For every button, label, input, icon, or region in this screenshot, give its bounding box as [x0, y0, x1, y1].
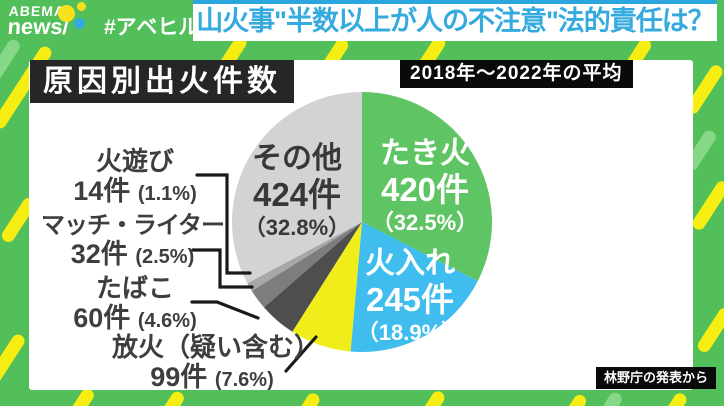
logo-dot-yellow-small-icon [77, 2, 86, 11]
pie-label-tabako: たばこ 60件 (4.6%) [55, 274, 215, 333]
logo-dot-yellow-large-icon [58, 5, 75, 22]
pie-slice-火入れ [350, 222, 478, 353]
pie-slice-火遊び [247, 222, 362, 291]
logo-dot-blue-icon [74, 18, 85, 29]
segment-name: たき火 [380, 137, 470, 170]
segment-percent: （32.5%） [371, 210, 479, 236]
leader-line-match-lighter [191, 248, 254, 289]
pie-slice-マッチ・ライター [251, 222, 362, 308]
pie-label-hiire: 火入れ 245件 （18.9%） [346, 248, 474, 344]
chart-source-badge: 林野庁の発表から [596, 367, 717, 389]
pie-slice-たばこ [263, 222, 362, 332]
segment-name: 火遊び [95, 146, 174, 176]
segment-percent: （18.9%） [356, 320, 464, 346]
pie-slice-たき火 [362, 92, 492, 282]
pie-slices [231, 92, 492, 353]
segment-count-percent: 14件 (1.1%) [73, 175, 197, 206]
segment-name: マッチ・ライター [40, 212, 225, 239]
segment-count-percent: 99件 (7.6%) [150, 361, 274, 392]
segment-percent: （32.8%） [243, 215, 351, 241]
segment-name: たばこ [95, 273, 174, 303]
pie-slice-放火（疑い含む） [292, 222, 362, 352]
chart-title-badge: 原因別出火件数 [30, 60, 294, 103]
segment-name: 火入れ [365, 247, 455, 280]
segment-count: 420件 [380, 170, 470, 208]
leader-line-hiasobi [195, 173, 252, 275]
leader-line-houka [284, 335, 318, 373]
pie-label-sonota: その他 424件 （32.8%） [237, 143, 357, 239]
pie-label-hiasobi: 火遊び 14件 (1.1%) [55, 147, 215, 206]
segment-name: 放火（疑い含む） [112, 332, 321, 362]
segment-count: 245件 [365, 280, 455, 318]
hashtag-abehiru: #アベヒル [104, 16, 200, 39]
segment-name: その他 [252, 142, 342, 175]
leader-line-tabako [190, 300, 260, 320]
segment-count-percent: 32件 (2.5%) [70, 239, 195, 270]
pie-label-match-lighter: マッチ・ライター 32件 (2.5%) [40, 212, 225, 270]
segment-count-percent: 60件 (4.6%) [73, 302, 197, 333]
chart-period-badge: 2018年〜2022年の平均 [400, 60, 633, 88]
pie-slice-その他 [231, 92, 362, 284]
segment-count: 424件 [252, 175, 342, 213]
headline-banner: 山火事"半数以上が人の不注意"法的責任は？ [193, 0, 717, 41]
pie-label-houka: 放火（疑い含む） 99件 (7.6%) [112, 332, 321, 392]
pie-label-takibi: たき火 420件 （32.5%） [360, 138, 490, 234]
